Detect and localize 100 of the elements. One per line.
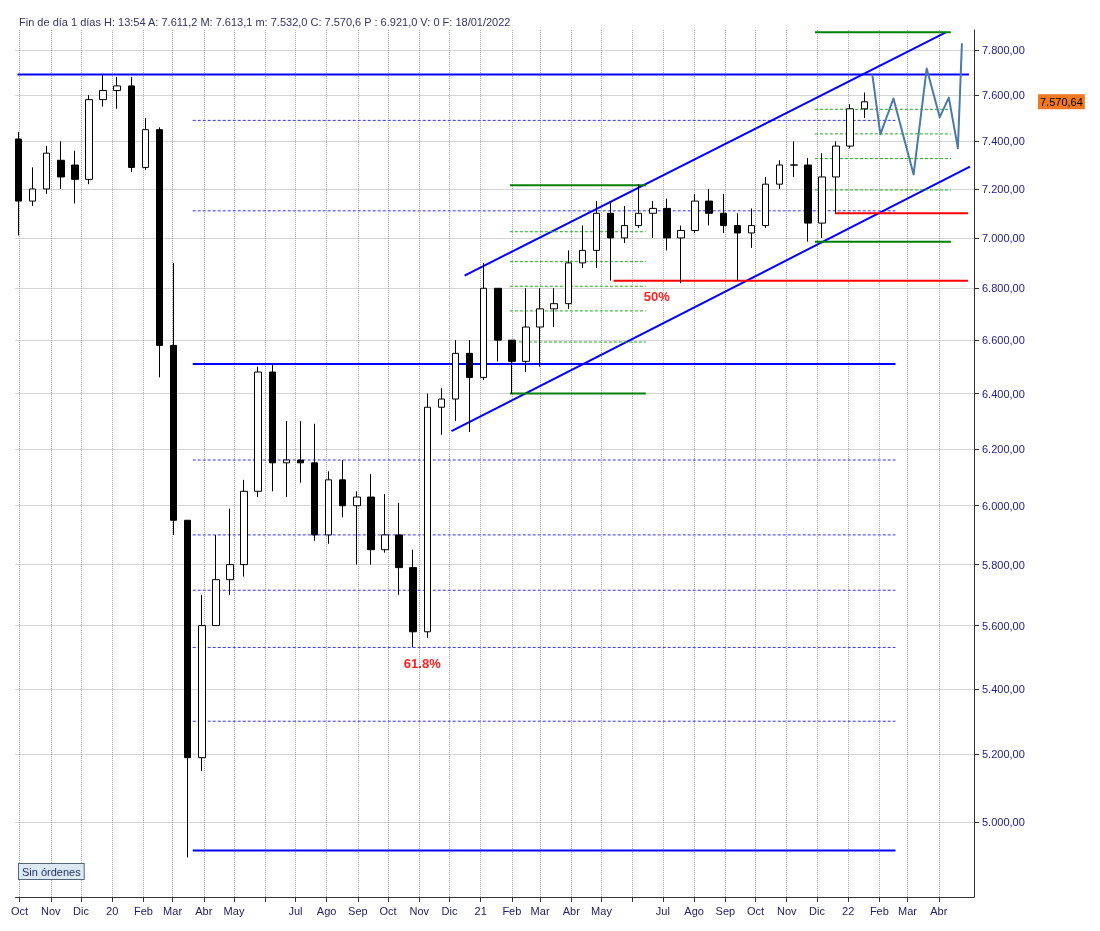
candlestick: [184, 519, 191, 859]
candlestick: [29, 166, 36, 207]
candlestick: [663, 198, 671, 251]
candlestick: [226, 508, 234, 596]
x-tick-label: Ago: [316, 904, 337, 917]
candlestick: [113, 76, 121, 110]
candlestick: [649, 200, 657, 239]
candlestick: [381, 493, 389, 554]
x-tick-label: Feb: [502, 904, 522, 917]
y-tick-label: 5.600,00: [982, 619, 1025, 632]
candlestick: [156, 126, 163, 378]
candlestick: [536, 287, 544, 368]
candlestick: [128, 76, 135, 173]
candlestick: [522, 287, 530, 373]
candlestick: [395, 502, 403, 596]
candlestick: [367, 473, 375, 566]
candlestick: [635, 183, 642, 229]
candlestick: [550, 287, 558, 328]
candlestick: [748, 207, 755, 249]
annotation: 50%: [643, 289, 671, 305]
x-tick-label: Mar: [530, 904, 550, 917]
y-tick-label: 5.400,00: [982, 682, 1025, 695]
x-tick-label: Sep: [348, 904, 368, 917]
candlestick: [170, 262, 177, 536]
candlestick: [705, 188, 713, 227]
y-tick-label: 7.200,00: [982, 182, 1025, 195]
candlestick: [691, 193, 699, 234]
candlestick: [297, 420, 304, 484]
candlestick: [734, 212, 741, 282]
chart-title: Fin de día 1 días H: 13:54 A: 7.611,2 M: 7.613,1 m: 7.532,0 C: 7.570,6 P : 6.921,0 V: 0 F: 18/01/2022: [19, 15, 511, 28]
candlestick: [776, 159, 783, 190]
candlestick: [71, 150, 79, 205]
x-tick-label: Nov: [409, 904, 430, 917]
x-tick-label: Dic: [808, 904, 826, 917]
candlestick: [438, 387, 445, 436]
candlestick: [804, 157, 812, 243]
candlestick: [254, 366, 262, 498]
candlestick: [466, 339, 473, 433]
y-tick-label: 6.200,00: [982, 442, 1025, 455]
candlestick: [621, 205, 628, 244]
y-tick-label: 6.000,00: [982, 499, 1025, 512]
x-tick-label: Oct: [10, 904, 29, 917]
x-tick-label: 20: [106, 904, 119, 917]
y-tick-label: 6.800,00: [982, 282, 1025, 295]
candlestick: [508, 339, 516, 395]
candlestick: [198, 594, 206, 772]
annotation: Sin órdenes: [22, 865, 82, 878]
candlestick: [15, 131, 22, 236]
x-tick-label: Dic: [441, 904, 458, 917]
y-tick-label: 5.200,00: [982, 748, 1025, 761]
candlestick: [283, 420, 290, 498]
x-tick-label: May: [591, 904, 613, 917]
x-tick-label: 22: [842, 904, 855, 917]
candlestick: [565, 249, 572, 310]
x-tick-label: Feb: [869, 904, 889, 917]
candlestick: [409, 549, 417, 648]
candlestick: [99, 74, 107, 108]
x-tick-label: Nov: [40, 904, 62, 917]
x-tick-label: 21: [474, 904, 487, 917]
candlestick: [494, 287, 502, 362]
candlestick: [43, 145, 50, 195]
candlestick: [832, 140, 840, 214]
x-tick-label: Sep: [715, 904, 736, 917]
x-tick-label: Nov: [776, 904, 798, 917]
candlestick: [818, 152, 826, 239]
x-tick-label: Abr: [930, 904, 948, 917]
y-tick-label: 6.400,00: [982, 387, 1025, 400]
candlestick: [720, 193, 727, 234]
x-tick-label: Oct: [746, 904, 765, 917]
text: 7.570,64: [1040, 95, 1083, 108]
candlestick: [762, 176, 769, 229]
y-tick-label: 5.800,00: [982, 558, 1025, 571]
candlestick: [607, 200, 614, 282]
candlestick: [212, 534, 220, 627]
x-tick-label: Abr: [195, 904, 213, 917]
x-tick-label: Jul: [288, 904, 303, 917]
x-tick-label: Jul: [655, 904, 670, 917]
candlestick: [593, 200, 600, 269]
x-tick-label: Oct: [379, 904, 397, 917]
y-tick-label: 6.600,00: [982, 334, 1025, 347]
x-tick-label: Abr: [562, 904, 581, 917]
candlestick: [861, 92, 868, 119]
x-tick-label: Dic: [73, 904, 90, 917]
candlestick: [579, 225, 586, 269]
x-tick-label: May: [223, 904, 245, 917]
candlestick: [846, 103, 854, 149]
candlestick: [269, 363, 276, 492]
candlestick: [480, 262, 487, 381]
candlestick: [452, 339, 459, 422]
x-tick-label: Ago: [684, 904, 704, 917]
candlestick: [142, 117, 149, 171]
y-tick-label: 7.400,00: [982, 135, 1025, 148]
candlestick: [353, 490, 361, 566]
annotation: 61.8%: [403, 655, 442, 671]
candlestick: [424, 393, 431, 639]
x-tick-label: Mar: [898, 904, 918, 917]
y-tick-label: 7.800,00: [982, 43, 1025, 56]
x-tick-label: Feb: [133, 904, 153, 917]
candlestick: [677, 225, 685, 284]
candlestick: [85, 94, 93, 185]
